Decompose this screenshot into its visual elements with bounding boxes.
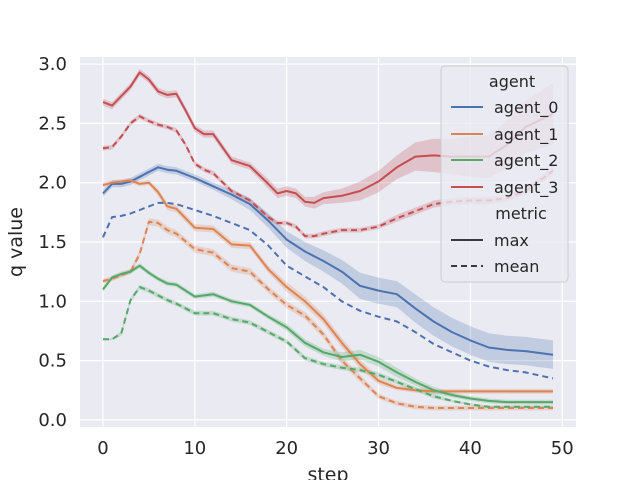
agent-1-max-line (102, 179, 553, 393)
agent-0-max-band (103, 163, 553, 369)
agent-2-mean-line (103, 286, 553, 408)
y-tick-label: 1.5 (38, 232, 67, 253)
y-tick-label: 0.5 (38, 351, 67, 372)
x-tick-label: 0 (97, 438, 108, 459)
x-axis-label: step (307, 464, 348, 480)
legend-title-metric: metric (495, 204, 547, 223)
agent-1-mean-line (102, 220, 553, 409)
x-tick-label: 40 (459, 438, 482, 459)
agent-0-max-line (102, 166, 554, 356)
legend-box (440, 65, 569, 283)
y-tick-label: 2.5 (38, 113, 67, 134)
agent-3-mean-line (102, 115, 554, 238)
legend: agent agent_0 agent_1 agent_2 agent_3 me… (440, 65, 569, 283)
x-tick-label: 20 (275, 438, 298, 459)
x-tick-label: 50 (551, 438, 574, 459)
y-tick-label: 1.0 (38, 291, 67, 312)
y-tick-label: 3.0 (38, 54, 67, 75)
legend-title-agent: agent (489, 72, 535, 91)
legend-label-agent-3: agent_3 (494, 178, 558, 198)
legend-label-agent-1: agent_1 (494, 125, 558, 145)
tick-labels: 0 10 20 30 40 50 0.0 0.5 1.0 1.5 2.0 2.5 3.0 (38, 54, 573, 459)
x-tick-label: 10 (183, 438, 206, 459)
agent-2-mean-band (103, 284, 553, 408)
agent-2-max-line (102, 264, 553, 404)
agent-0-mean-line (102, 201, 554, 380)
x-tick-label: 30 (367, 438, 390, 459)
y-tick-label: 0.0 (38, 410, 67, 431)
y-axis-label: q value (5, 207, 27, 277)
y-tick-label: 2.0 (38, 173, 67, 194)
legend-label-mean: mean (494, 257, 539, 276)
legend-label-max: max (494, 231, 529, 250)
legend-label-agent-2: agent_2 (494, 151, 558, 171)
legend-label-agent-0: agent_0 (494, 98, 558, 118)
